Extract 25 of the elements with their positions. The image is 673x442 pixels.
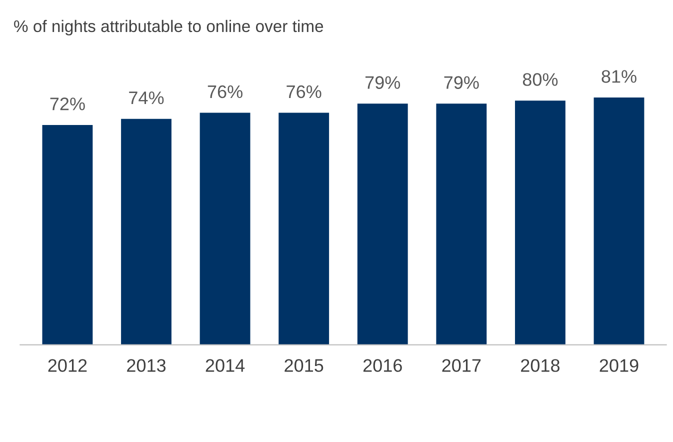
x-tick-label: 2019: [600, 359, 638, 372]
data-label: 74%: [129, 92, 164, 104]
data-label: 80%: [522, 73, 558, 86]
x-tick-label: 2017: [442, 359, 481, 372]
data-label: 79%: [444, 76, 479, 89]
x-tick-label: 2015: [284, 359, 324, 372]
bar: [514, 100, 566, 345]
data-label: 79%: [365, 76, 400, 89]
bar: [357, 104, 408, 345]
bar: [42, 125, 93, 345]
x-tick-label: 2013: [127, 359, 166, 372]
chart-title: % of nights attributable to online over time: [14, 20, 324, 36]
x-tick-label: 2012: [48, 359, 87, 372]
bar: [594, 98, 644, 345]
data-label: 76%: [208, 85, 242, 98]
x-tick-label: 2016: [363, 359, 402, 372]
bar: [278, 112, 330, 345]
bar: [436, 104, 487, 345]
bar: [200, 112, 250, 345]
data-label: 72%: [50, 98, 85, 110]
x-tick-label: 2018: [521, 359, 560, 372]
data-label: 81%: [602, 70, 636, 83]
data-label: 76%: [286, 85, 322, 98]
bar: [121, 118, 172, 345]
x-tick-label: 2014: [206, 359, 245, 372]
